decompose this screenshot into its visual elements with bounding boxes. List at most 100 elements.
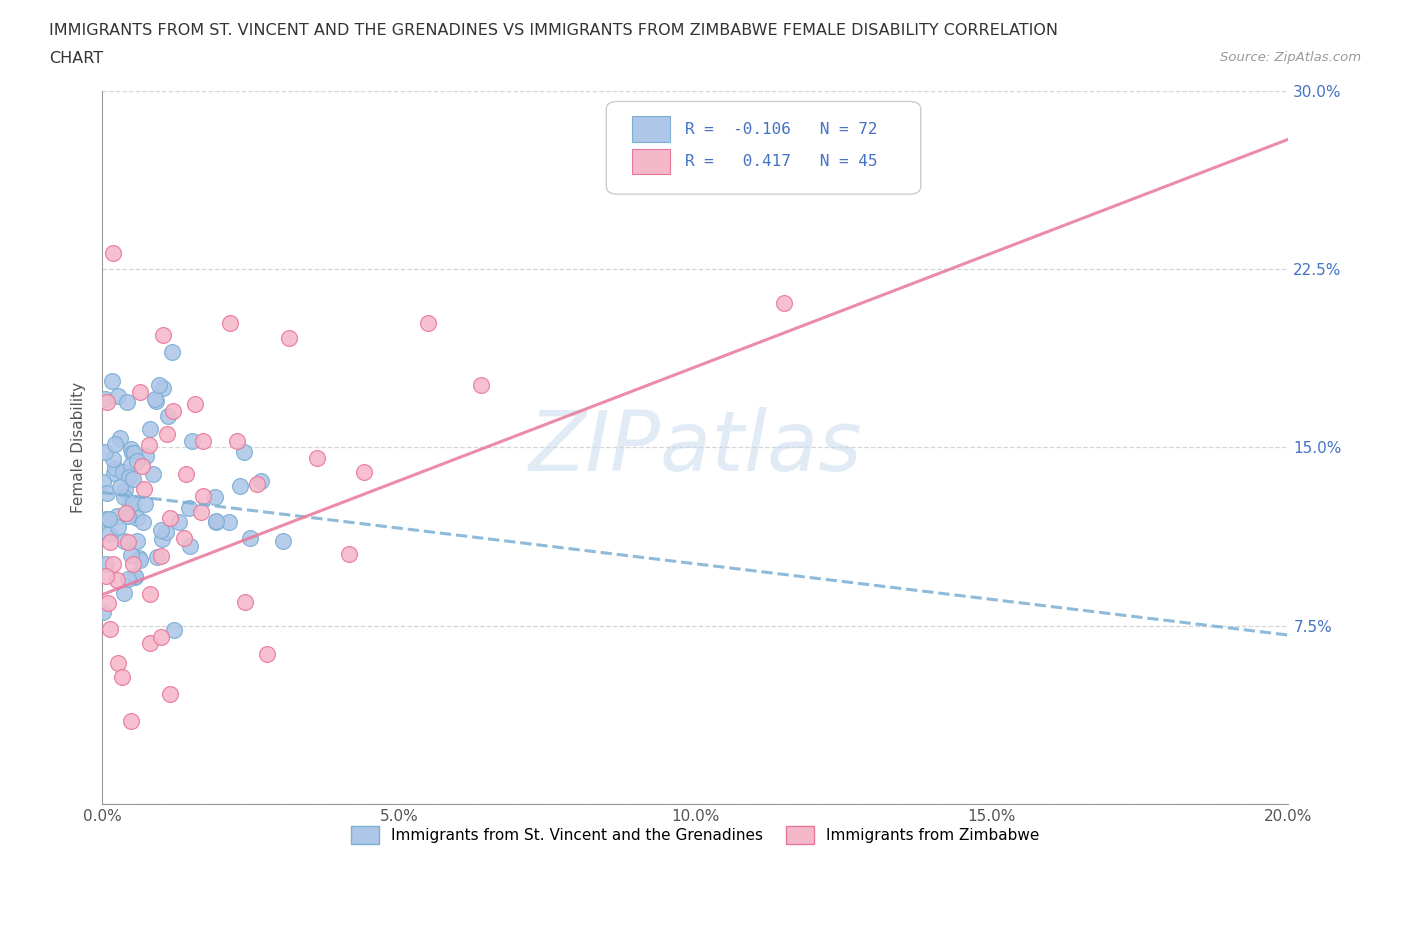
Point [97,596,120,611]
Point [127,534,149,549]
Point [149,549,172,564]
Point [160,344,183,359]
Point [155,525,177,539]
Point [173,531,195,546]
Point [229,479,252,494]
Point [416,315,439,330]
Point [143,392,166,406]
Point [152,532,174,547]
Point [233,594,256,609]
Point [94,569,117,584]
Point [149,522,172,537]
Point [191,488,214,503]
Point [277,330,299,345]
Point [250,473,273,488]
Point [101,246,124,260]
Point [159,511,181,525]
Point [104,436,127,451]
Point [117,509,139,524]
Point [94,557,117,572]
Point [134,481,156,496]
Point [135,448,157,463]
Text: R =  -0.106   N = 72: R = -0.106 N = 72 [685,122,877,137]
Point [100,373,122,388]
Point [124,569,146,584]
Point [246,476,269,491]
Point [108,431,131,445]
Point [184,397,207,412]
Bar [633,149,671,174]
Point [118,497,141,512]
Point [139,636,162,651]
Point [225,434,247,449]
Point [96,485,118,500]
Point [114,482,136,497]
Point [159,686,181,701]
Point [120,458,142,472]
Point [179,538,201,553]
Point [134,497,156,512]
Point [145,550,167,565]
Point [103,466,125,481]
Point [129,552,152,567]
Point [101,451,124,466]
Point [138,438,160,453]
Point [98,526,121,541]
Point [120,713,142,728]
Point [139,422,162,437]
Bar [633,116,671,142]
Point [239,530,262,545]
Point [107,389,129,404]
Text: ZIPatlas: ZIPatlas [529,406,862,488]
Point [162,404,184,418]
Point [163,622,186,637]
Point [112,534,135,549]
Point [96,395,118,410]
Point [101,556,124,571]
Point [218,316,240,331]
Point [112,585,135,600]
Point [145,393,167,408]
Point [305,450,328,465]
Point [169,514,191,529]
Point [122,556,145,571]
Point [128,551,150,565]
Point [115,506,138,521]
Text: R =   0.417   N = 45: R = 0.417 N = 45 [685,153,877,169]
Point [91,474,114,489]
Point [120,441,142,456]
Text: IMMIGRANTS FROM ST. VINCENT AND THE GRENADINES VS IMMIGRANTS FROM ZIMBABWE FEMAL: IMMIGRANTS FROM ST. VINCENT AND THE GREN… [49,23,1059,38]
Point [120,548,142,563]
Point [205,514,228,529]
Point [94,445,117,459]
Point [131,514,153,529]
Point [138,587,160,602]
Point [105,573,128,588]
Point [191,434,214,449]
Point [117,572,139,587]
Point [174,466,197,481]
Point [107,656,129,671]
Point [122,496,145,511]
Point [150,630,173,644]
Point [124,570,146,585]
Point [152,380,174,395]
Point [104,460,127,475]
Point [121,472,143,486]
Point [97,512,120,526]
Point [108,480,131,495]
Point [111,670,134,684]
Point [98,535,121,550]
Point [271,534,294,549]
Point [157,408,180,423]
Point [98,621,121,636]
Point [177,500,200,515]
Point [152,327,174,342]
Point [94,392,117,406]
Point [105,509,128,524]
Point [111,464,134,479]
Point [180,433,202,448]
Point [156,427,179,442]
Legend: Immigrants from St. Vincent and the Grenadines, Immigrants from Zimbabwe: Immigrants from St. Vincent and the Gren… [346,820,1045,850]
Text: Source: ZipAtlas.com: Source: ZipAtlas.com [1220,51,1361,64]
